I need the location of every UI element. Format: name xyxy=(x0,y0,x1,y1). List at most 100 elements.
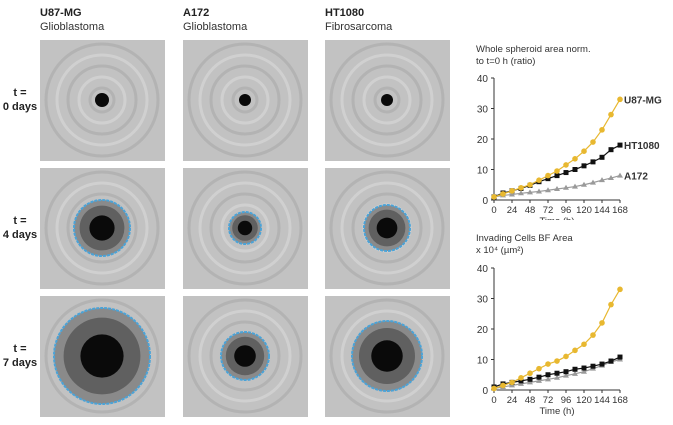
data-point xyxy=(617,172,623,178)
x-tick-label: 168 xyxy=(612,205,628,216)
x-tick-label: 24 xyxy=(507,205,518,216)
data-point xyxy=(572,183,578,189)
data-point xyxy=(590,139,596,145)
series-line-u87-mg xyxy=(493,99,621,198)
data-point xyxy=(581,181,587,187)
data-point xyxy=(536,374,542,380)
cell-line-name: HT1080 xyxy=(325,7,365,19)
data-point xyxy=(608,175,614,181)
data-point xyxy=(554,168,560,174)
data-point xyxy=(599,127,605,133)
data-point xyxy=(617,142,623,148)
y-tick-label: 20 xyxy=(477,135,489,146)
series-label: U87-MG xyxy=(624,95,662,106)
spheroid-image xyxy=(325,296,450,417)
x-tick-label: 24 xyxy=(507,395,518,406)
data-point xyxy=(581,148,587,154)
data-point xyxy=(599,154,605,160)
data-point xyxy=(545,176,551,182)
data-point xyxy=(581,163,587,169)
spheroid-image xyxy=(183,40,308,161)
data-point xyxy=(554,370,560,376)
data-point xyxy=(527,379,533,385)
data-point xyxy=(563,372,569,378)
tumor-type: Glioblastoma xyxy=(183,21,248,33)
data-point xyxy=(527,189,533,195)
data-point xyxy=(617,286,623,293)
time-row-label: t = 4 days xyxy=(2,215,38,241)
spheroid-image xyxy=(183,168,308,289)
data-point xyxy=(563,170,569,176)
x-tick-label: 72 xyxy=(543,205,554,216)
data-point xyxy=(572,167,578,172)
series-label: HT1080 xyxy=(624,141,660,152)
data-point xyxy=(536,365,542,372)
tumor-type: Fibrosarcoma xyxy=(325,21,393,33)
data-point xyxy=(608,147,614,153)
data-point xyxy=(581,341,587,348)
spheroid-image xyxy=(40,40,165,161)
spheroid-image xyxy=(325,40,450,161)
x-axis-label: Time (h) xyxy=(539,216,574,220)
data-point xyxy=(563,369,569,375)
data-point xyxy=(545,376,551,382)
data-point xyxy=(518,190,524,196)
data-point xyxy=(590,179,596,185)
x-tick-label: 120 xyxy=(576,395,592,406)
cell-line-name: U87-MG xyxy=(40,7,82,19)
y-tick-label: 40 xyxy=(477,74,489,85)
data-point xyxy=(536,377,542,383)
data-point xyxy=(581,365,587,371)
y-tick-label: 0 xyxy=(482,386,488,397)
column-header: A172 Glioblastoma xyxy=(183,6,247,34)
x-tick-label: 0 xyxy=(491,395,496,406)
x-tick-label: 48 xyxy=(525,205,536,216)
data-point xyxy=(527,370,533,377)
x-tick-label: 96 xyxy=(561,205,572,216)
x-tick-label: 48 xyxy=(525,395,536,406)
data-point xyxy=(608,358,614,364)
chart-invading-area: 0 10 20 30 40 0 24 48 72 96 120 144 168 Time (h) xyxy=(477,264,628,417)
data-point xyxy=(545,187,551,193)
x-tick-label: 120 xyxy=(576,205,592,216)
x-tick-label: 144 xyxy=(594,395,610,406)
data-point xyxy=(563,353,569,360)
data-point xyxy=(590,332,596,338)
data-point xyxy=(572,347,578,354)
x-axis-label: Time (h) xyxy=(539,406,574,417)
data-point xyxy=(608,301,614,308)
data-point xyxy=(545,372,551,378)
x-tick-label: 168 xyxy=(612,395,628,406)
data-point xyxy=(536,177,542,183)
data-point xyxy=(509,191,515,197)
data-point xyxy=(599,320,605,326)
y-tick-label: 0 xyxy=(482,196,488,207)
chart2-title: Invading Cells BF Area x 10⁴ (µm²) xyxy=(476,233,573,256)
data-point xyxy=(599,361,605,367)
data-point xyxy=(545,172,551,179)
data-point xyxy=(563,162,569,168)
y-tick-label: 10 xyxy=(477,356,489,367)
data-point xyxy=(518,375,524,381)
spheroid-image xyxy=(40,296,165,417)
chart1-title: Whole spheroid area norm. to t=0 h (ratio… xyxy=(476,44,591,67)
data-point xyxy=(518,185,524,191)
data-point xyxy=(509,188,515,194)
y-tick-label: 30 xyxy=(477,105,489,116)
data-point xyxy=(545,361,551,367)
x-tick-label: 72 xyxy=(543,395,554,406)
series-label: A172 xyxy=(624,172,648,183)
time-row-label: t = 0 days xyxy=(2,87,38,113)
data-point xyxy=(554,358,560,364)
data-point xyxy=(509,379,515,386)
data-point xyxy=(608,111,614,118)
data-point xyxy=(617,96,623,103)
data-point xyxy=(554,186,560,192)
time-row-label: t = 7 days xyxy=(2,343,38,369)
data-point xyxy=(527,181,533,188)
x-tick-label: 96 xyxy=(561,395,572,406)
data-point xyxy=(581,368,587,374)
data-point xyxy=(527,376,533,382)
data-point xyxy=(590,159,596,165)
